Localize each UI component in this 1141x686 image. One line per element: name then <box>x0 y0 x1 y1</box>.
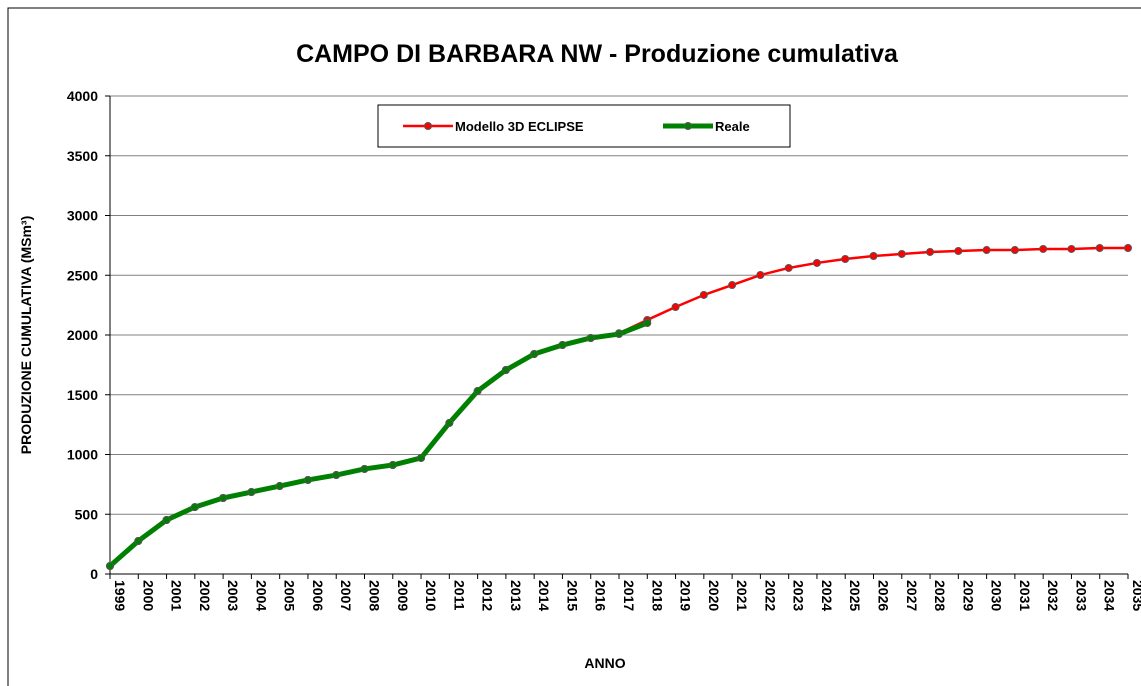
x-tick-label: 2006 <box>310 580 326 611</box>
x-tick-label: 2007 <box>338 580 354 611</box>
y-axis-label: PRODUZIONE CUMULATIVA (MSm³) <box>18 216 34 455</box>
x-tick-label: 2003 <box>225 580 241 611</box>
y-tick-label: 0 <box>90 566 98 582</box>
x-tick-label: 2004 <box>253 580 269 611</box>
point <box>841 254 850 263</box>
y-tick-label: 1000 <box>67 447 98 463</box>
legend-marker <box>684 122 692 130</box>
x-tick-label: 2010 <box>423 580 439 611</box>
point <box>530 350 539 359</box>
y-tick-label: 3500 <box>67 148 98 164</box>
x-tick-label: 2032 <box>1045 580 1061 611</box>
legend-marker <box>424 122 432 130</box>
chart-title: CAMPO DI BARBARA NW - Produzione cumulat… <box>296 40 899 68</box>
x-tick-label: 2021 <box>734 580 750 611</box>
x-tick-label: 2031 <box>1017 580 1033 611</box>
point <box>303 475 312 484</box>
x-tick-label: 2009 <box>395 580 411 611</box>
point <box>728 281 737 290</box>
point <box>897 249 906 258</box>
series-line <box>109 246 1128 567</box>
point <box>445 418 454 427</box>
point <box>1095 244 1104 253</box>
point <box>1124 244 1132 253</box>
x-tick-label: 2034 <box>1102 580 1118 611</box>
point <box>1067 244 1076 253</box>
x-tick-label: 2015 <box>564 580 580 611</box>
x-tick-label: 2033 <box>1073 580 1089 611</box>
x-tick-label: 2017 <box>621 580 637 611</box>
x-tick-label: 2012 <box>480 580 496 611</box>
x-tick-label: 2035 <box>1130 580 1141 611</box>
point <box>275 482 284 491</box>
point <box>756 271 765 280</box>
point <box>134 537 143 546</box>
x-tick-label: 2024 <box>819 580 835 611</box>
point <box>926 247 935 256</box>
point <box>360 464 369 473</box>
y-tick-label: 500 <box>75 506 99 522</box>
x-tick-label: 2000 <box>140 580 156 611</box>
point <box>615 330 623 339</box>
x-tick-label: 2005 <box>282 580 298 611</box>
x-tick-label: 2018 <box>649 580 665 611</box>
point <box>1010 246 1019 255</box>
x-tick-label: 2016 <box>593 580 609 611</box>
point <box>869 252 878 261</box>
point <box>332 471 341 480</box>
point <box>106 561 114 570</box>
point <box>699 290 708 299</box>
x-tick-label: 2013 <box>508 580 524 611</box>
point <box>219 493 228 502</box>
point <box>671 303 680 312</box>
y-tick-label: 2000 <box>67 327 98 343</box>
point <box>417 453 426 462</box>
series-line <box>108 320 649 568</box>
x-tick-label: 2011 <box>451 580 467 611</box>
point <box>954 246 963 255</box>
x-tick-label: 2022 <box>762 580 778 611</box>
x-tick-label: 2030 <box>989 580 1005 611</box>
point <box>388 461 397 470</box>
point <box>501 366 510 375</box>
y-tick-label: 1500 <box>67 387 98 403</box>
x-tick-label: 2028 <box>932 580 948 611</box>
x-tick-label: 2026 <box>876 580 892 611</box>
x-tick-label: 2008 <box>367 580 383 611</box>
point <box>558 341 567 350</box>
point <box>247 488 256 497</box>
chart-border <box>7 7 1141 686</box>
x-tick-label: 2020 <box>706 580 722 611</box>
point <box>162 515 171 524</box>
x-tick-label: 2029 <box>960 580 976 611</box>
point <box>1039 244 1048 253</box>
y-tick-label: 3000 <box>67 208 98 224</box>
y-tick-label: 4000 <box>67 88 98 104</box>
x-tick-label: 2014 <box>536 580 552 611</box>
legend-label: Modello 3D ECLIPSE <box>455 119 584 134</box>
point <box>473 387 482 396</box>
legend-label: Reale <box>715 119 750 134</box>
point <box>812 258 821 267</box>
x-tick-label: 2027 <box>904 580 920 611</box>
x-tick-label: 2023 <box>791 580 807 611</box>
x-tick-label: 1999 <box>112 580 128 611</box>
x-tick-label: 2001 <box>169 580 185 611</box>
point <box>784 263 793 272</box>
point <box>643 319 652 328</box>
x-tick-label: 2019 <box>678 580 694 611</box>
point <box>586 333 595 342</box>
x-tick-label: 2002 <box>197 580 213 611</box>
point <box>190 503 199 512</box>
y-tick-label: 2500 <box>67 267 98 283</box>
point <box>982 246 991 255</box>
x-axis-label: ANNO <box>584 655 625 671</box>
x-tick-label: 2025 <box>847 580 863 611</box>
